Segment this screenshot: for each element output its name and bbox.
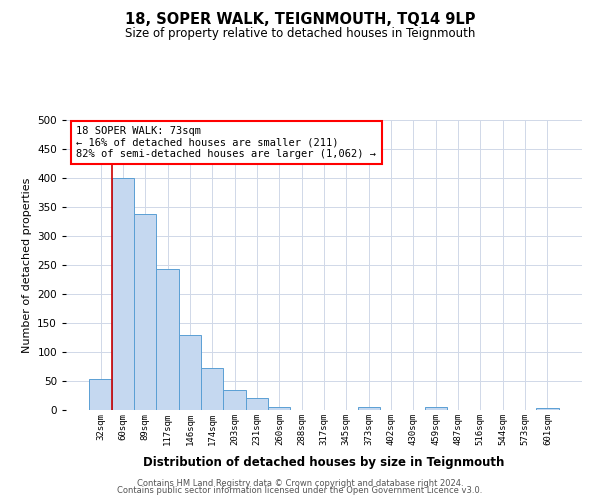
- Text: 18 SOPER WALK: 73sqm
← 16% of detached houses are smaller (211)
82% of semi-deta: 18 SOPER WALK: 73sqm ← 16% of detached h…: [76, 126, 376, 159]
- Bar: [89, 380, 112, 410]
- X-axis label: Distribution of detached houses by size in Teignmouth: Distribution of detached houses by size …: [143, 456, 505, 469]
- Bar: [179, 334, 201, 410]
- Bar: [134, 214, 157, 410]
- Bar: [201, 368, 223, 410]
- Bar: [223, 390, 246, 410]
- Text: Contains HM Land Registry data © Crown copyright and database right 2024.: Contains HM Land Registry data © Crown c…: [137, 478, 463, 488]
- Y-axis label: Number of detached properties: Number of detached properties: [22, 178, 32, 352]
- Text: Contains public sector information licensed under the Open Government Licence v3: Contains public sector information licen…: [118, 486, 482, 495]
- Text: Size of property relative to detached houses in Teignmouth: Size of property relative to detached ho…: [125, 28, 475, 40]
- Bar: [246, 398, 268, 410]
- Bar: [112, 178, 134, 410]
- Bar: [358, 406, 380, 410]
- Bar: [536, 408, 559, 410]
- Bar: [268, 406, 290, 410]
- Bar: [157, 269, 179, 410]
- Bar: [425, 406, 447, 410]
- Text: 18, SOPER WALK, TEIGNMOUTH, TQ14 9LP: 18, SOPER WALK, TEIGNMOUTH, TQ14 9LP: [125, 12, 475, 28]
